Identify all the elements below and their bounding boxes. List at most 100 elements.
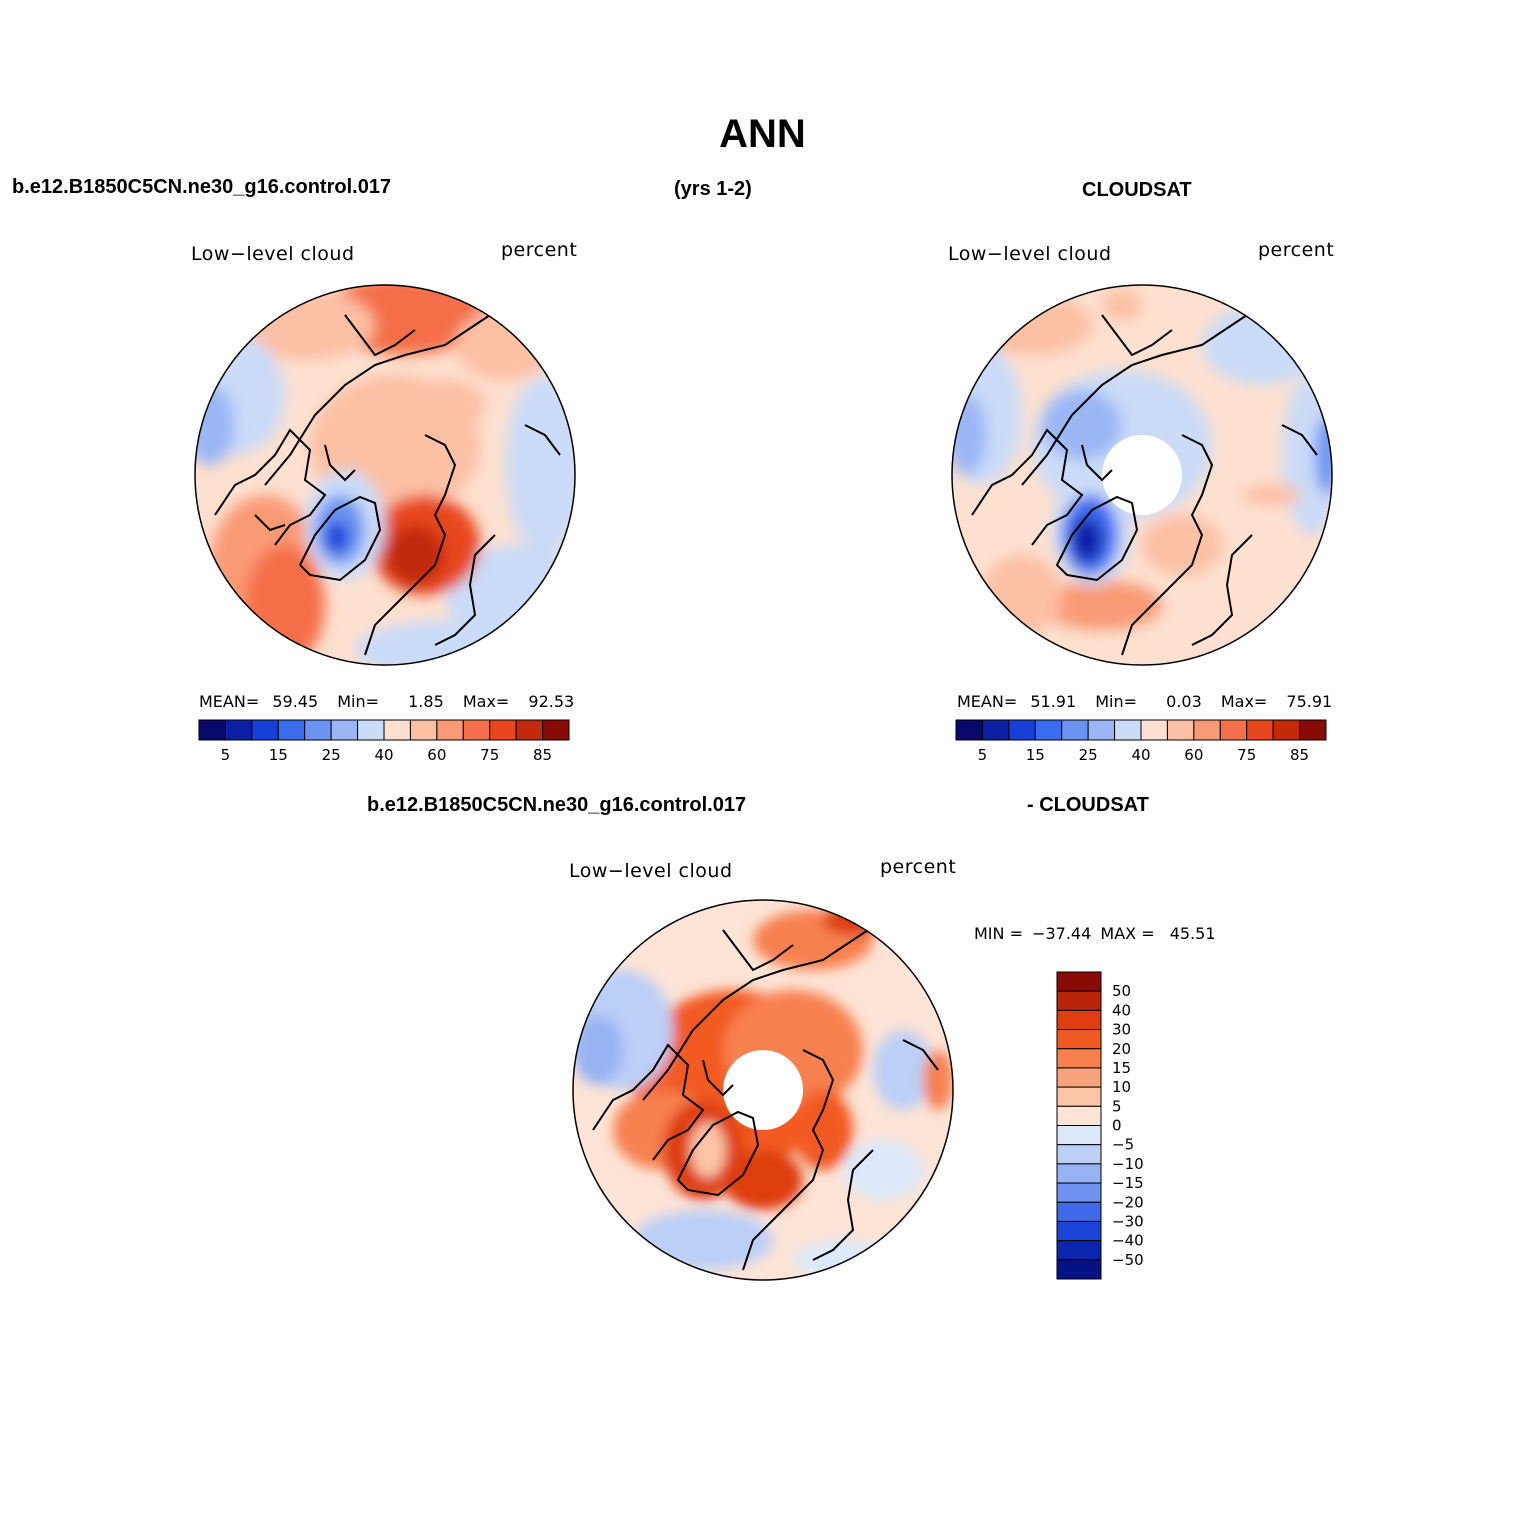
colorbar-swatch [1114,719,1142,741]
colorbar-tick-label: 75 [480,746,499,764]
model-units-label: percent [501,239,578,261]
diff-max-value: 45.51 [1169,924,1216,943]
diff-colorbar-swatch [1056,1240,1102,1261]
model-mean-label: MEAN= [199,692,260,711]
case-name-header: b.e12.B1850C5CN.ne30_g16.control.017 [12,176,392,198]
diff-colorbar-swatch [1056,1259,1102,1280]
diff-colorbar-swatch [1056,1105,1102,1126]
colorbar-tick-label: 60 [427,746,446,764]
colorbar-swatch [1008,719,1036,741]
diff-colorbar-label: 10 [1112,1078,1131,1096]
colorbar-tick-label: 25 [1079,746,1098,764]
colorbar-tick-label: 15 [1026,746,1045,764]
diff-colorbar-swatch [1056,1182,1102,1203]
colorbar-swatch [1299,719,1327,741]
colorbar-swatch [981,719,1010,741]
diff-colorbar-swatch [1056,1086,1102,1107]
diff-colorbar-label: 15 [1112,1059,1131,1077]
diff-colorbar-label: 20 [1112,1040,1131,1058]
obs-max-label: Max= [1220,692,1268,711]
obs-max-value: 75.91 [1286,692,1333,711]
obs-variable-label: Low−level cloud [948,243,1112,265]
model-variable-label: Low−level cloud [191,243,355,265]
model-polar-map [194,284,576,666]
colorbar-swatch [1140,719,1168,741]
diff-colorbar-label: −30 [1112,1212,1144,1230]
diff-colorbar-swatch [1056,1201,1102,1222]
model-max-label: Max= [462,692,510,711]
diff-colorbar-label: 5 [1112,1097,1122,1115]
model-min-label: Min= [337,692,380,711]
diff-colorbar-label: −5 [1112,1136,1134,1154]
obs-units-label: percent [1258,239,1335,261]
colorbar-swatch [198,719,226,741]
colorbar-swatch [409,719,438,741]
diff-min-value: −37.44 [1032,924,1092,943]
colorbar-swatch [1193,719,1221,741]
diff-colorbar-label: 40 [1112,1001,1131,1019]
diff-min-label: MIN = [974,924,1023,943]
obs-name-header: CLOUDSAT [1082,179,1192,201]
colorbar-swatch [1219,719,1248,741]
diff-colorbar-swatch [1056,1029,1102,1050]
colorbar-swatch [436,719,464,741]
colorbar-swatch [542,719,570,741]
obs-colorbar: 515254060758595 [955,719,1327,764]
model-mean-value: 59.45 [272,692,319,711]
colorbar-tick-label: 85 [533,746,552,764]
diff-colorbar-swatch [1056,1220,1102,1242]
model-min-value: 1.85 [408,692,444,711]
diff-colorbar-swatch [1056,1163,1102,1184]
obs-stats: MEAN= 51.91 Min= 0.03 Max= 75.91 [957,692,1332,711]
colorbar-tick-label: 5 [978,746,988,764]
colorbar-tick-label: 85 [1290,746,1309,764]
diff-colorbar-swatch [1056,971,1102,992]
colorbar-tick-label: 60 [1184,746,1203,764]
diff-colorbar-label: 30 [1112,1021,1131,1039]
model-colorbar: 515254060758595 [198,719,570,764]
colorbar-swatch [1272,719,1301,741]
colorbar-swatch [462,719,491,741]
obs-min-value: 0.03 [1166,692,1202,711]
colorbar-swatch [515,719,544,741]
colorbar-tick-label: 25 [322,746,341,764]
model-stats: MEAN= 59.45 Min= 1.85 Max= 92.53 [199,692,574,711]
colorbar-swatch [955,719,983,741]
colorbar-swatch [357,719,385,741]
colorbar-tick-label: 40 [1131,746,1150,764]
diff-obs-header: - CLOUDSAT [1027,794,1149,816]
colorbar-swatch [1061,719,1089,741]
diff-colorbar-label: 50 [1112,982,1131,1000]
diff-max-label: MAX = [1100,924,1155,943]
colorbar-swatch [304,719,332,741]
diff-polar-map [572,899,954,1281]
diff-stats: MIN = −37.44 MAX = 45.51 [974,924,1216,943]
diff-case-header: b.e12.B1850C5CN.ne30_g16.control.017 [367,794,747,816]
colorbar-swatch [489,719,517,741]
colorbar-tick-label: 75 [1237,746,1256,764]
diff-colorbar-swatch [1056,1067,1102,1088]
main-title: ANN [719,112,806,156]
colorbar-swatch [1087,719,1116,741]
obs-min-label: Min= [1095,692,1138,711]
colorbar-swatch [1166,719,1195,741]
colorbar-swatch [1034,719,1063,741]
colorbar-swatch [251,719,279,741]
diff-units-label: percent [880,856,957,878]
diff-colorbar-swatch [1056,1048,1102,1069]
colorbar-swatch [383,719,411,741]
obs-polar-map [951,284,1333,666]
colorbar-swatch [224,719,253,741]
colorbar-swatch [1246,719,1274,741]
diff-colorbar-label: 0 [1112,1117,1122,1135]
diff-variable-label: Low−level cloud [569,860,733,882]
obs-mean-value: 51.91 [1030,692,1077,711]
colorbar-tick-label: 5 [221,746,231,764]
diff-colorbar-swatch [1056,1144,1102,1165]
obs-mean-label: MEAN= [957,692,1018,711]
diff-colorbar-label: −15 [1112,1174,1144,1192]
diff-colorbar-label: −50 [1112,1251,1144,1269]
years-header: (yrs 1-2) [674,178,752,200]
diff-colorbar-swatch [1056,1125,1102,1146]
